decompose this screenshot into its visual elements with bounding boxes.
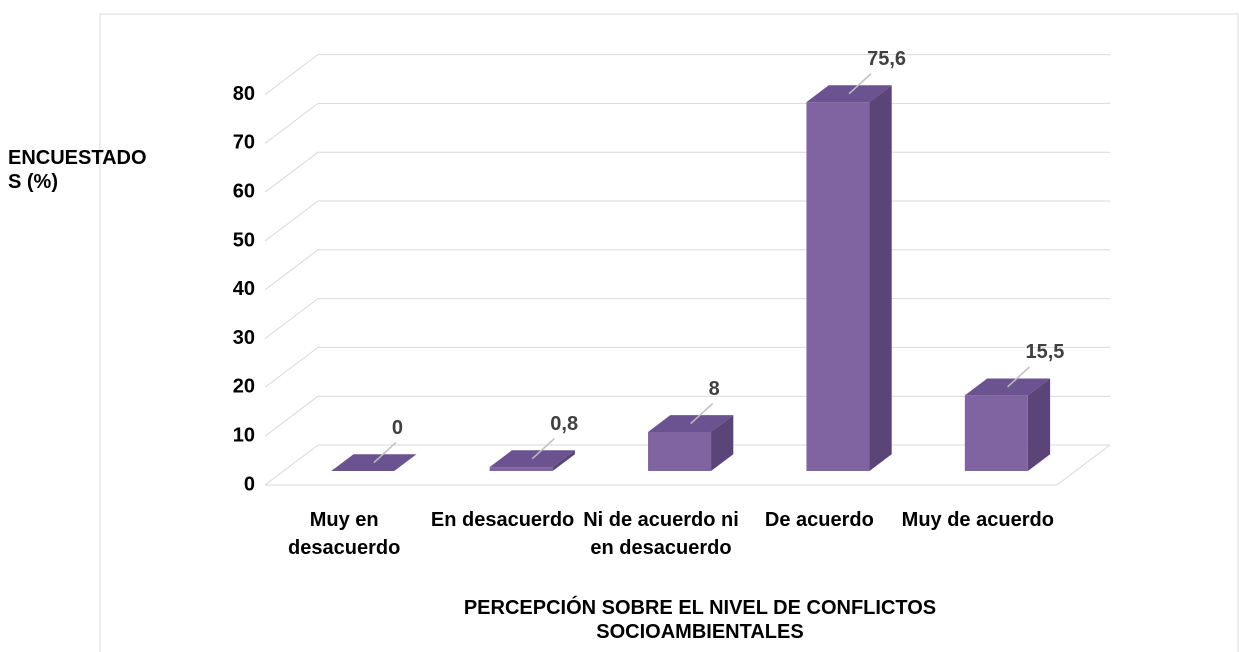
leader-line — [848, 73, 872, 95]
grid-line — [264, 347, 319, 388]
x-axis-label: PERCEPCIÓN SOBRE EL NIVEL DE CONFLICTOS … — [463, 597, 937, 643]
value-label: 0,8 — [550, 413, 578, 435]
y-tick-label: 40 — [233, 278, 255, 300]
bar — [964, 378, 1051, 471]
grid-line — [264, 200, 319, 242]
floor-line — [1056, 444, 1111, 486]
y-tick-label: 80 — [233, 83, 255, 105]
grid-line — [264, 103, 319, 144]
y-tick-label: 50 — [233, 229, 255, 251]
y-axis-label: ENCUESTADOS (%) — [8, 147, 147, 193]
grid-line — [264, 395, 319, 437]
bar-top — [489, 450, 575, 468]
chart-border — [99, 13, 1239, 652]
bar-side — [552, 450, 575, 471]
bar-side — [711, 415, 734, 471]
x-tick-label: Muy de acuerdo — [901, 509, 1054, 531]
bar-front — [489, 467, 553, 471]
bar-side — [869, 85, 892, 471]
value-label: 15,5 — [1025, 341, 1064, 363]
y-tick-label: 20 — [233, 376, 255, 398]
x-tick-label: De acuerdo — [764, 509, 874, 531]
y-tick-label: 70 — [233, 132, 255, 154]
x-tick-label: Muy en desacuerdo — [288, 509, 401, 559]
leader-line — [373, 442, 397, 464]
y-tick-label: 60 — [233, 180, 255, 202]
leader-line — [1006, 366, 1030, 388]
x-tick-label: En desacuerdo — [430, 509, 575, 531]
bar — [806, 85, 892, 472]
value-label: 0 — [392, 417, 403, 439]
value-label: 75,6 — [867, 48, 906, 70]
grid-line — [264, 298, 319, 339]
bar-front — [964, 395, 1028, 471]
leader-line — [690, 403, 714, 425]
grid-line — [264, 54, 319, 95]
bar-front — [806, 102, 870, 472]
grid-line — [264, 249, 319, 291]
value-label: 8 — [709, 378, 720, 400]
y-tick-label: 0 — [244, 473, 255, 495]
y-tick-label: 10 — [233, 424, 255, 446]
grid-line — [264, 444, 319, 486]
y-tick-label: 30 — [233, 327, 255, 349]
bar — [489, 450, 575, 471]
bar-side — [1027, 378, 1051, 471]
bar-front — [648, 431, 712, 471]
leader-line — [531, 438, 555, 460]
grid-line — [264, 151, 319, 193]
x-tick-label: Ni de acuerdo ni en desacuerdo — [583, 509, 739, 559]
